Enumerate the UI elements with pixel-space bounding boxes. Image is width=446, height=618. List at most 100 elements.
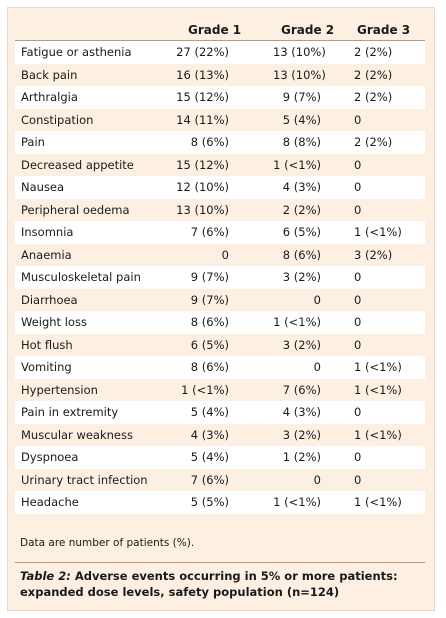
grade-3-cell: 2 (2%)	[354, 90, 393, 104]
table-row: Arthralgia 15 (12%) 9 (7%) 2 (2%)	[15, 86, 425, 109]
table-caption: Table 2: Adverse events occurring in 5% …	[20, 568, 420, 600]
grade-3-cell: 0	[354, 337, 362, 352]
grade-1-cell: 9 (7%)	[190, 292, 229, 307]
adverse-event-cell: Peripheral oedema	[21, 202, 130, 217]
grade-2-cell: 6 (5%)	[282, 225, 321, 239]
table-row: Constipation 14 (11%) 5 (4%) 0	[15, 109, 425, 132]
adverse-event-cell: Arthralgia	[21, 90, 78, 104]
caption-rule	[15, 562, 425, 563]
table-row: Insomnia 7 (6%) 6 (5%) 1 (<1%)	[15, 221, 425, 244]
table-row: Nausea 12 (10%) 4 (3%) 0	[15, 176, 425, 199]
column-header-grade-3: Grade 3	[357, 23, 411, 37]
grade-3-cell: 0	[354, 112, 362, 127]
grade-2-cell: 3 (2%)	[282, 337, 321, 352]
table-row: Muscular weakness 4 (3%) 3 (2%) 1 (<1%)	[15, 424, 425, 447]
grade-1-cell: 16 (13%)	[176, 67, 229, 82]
grade-2-cell: 1 (<1%)	[273, 315, 321, 329]
adverse-event-cell: Anaemia	[21, 247, 72, 262]
grade-1-cell: 5 (5%)	[190, 495, 229, 509]
table-row: Urinary tract infection 7 (6%) 0 0	[15, 469, 425, 492]
grade-3-cell: 0	[354, 450, 362, 464]
table-row: Back pain 16 (13%) 13 (10%) 2 (2%)	[15, 64, 425, 87]
table-row: Decreased appetite 15 (12%) 1 (<1%) 0	[15, 154, 425, 177]
grade-2-cell: 13 (10%)	[273, 45, 326, 59]
grade-3-cell: 3 (2%)	[354, 247, 393, 262]
grade-2-cell: 1 (<1%)	[273, 495, 321, 509]
grade-1-cell: 12 (10%)	[176, 180, 229, 194]
adverse-event-cell: Hypertension	[21, 382, 98, 397]
grade-1-cell: 14 (11%)	[176, 112, 229, 127]
column-header-grade-2: Grade 2	[281, 23, 335, 37]
grade-1-cell: 27 (22%)	[176, 45, 229, 59]
table-footnote: Data are number of patients (%).	[20, 537, 195, 549]
table-row: Vomiting 8 (6%) 0 1 (<1%)	[15, 356, 425, 379]
grade-3-cell: 0	[354, 202, 362, 217]
grade-1-cell: 7 (6%)	[190, 472, 229, 487]
grade-2-cell: 0	[313, 360, 321, 374]
grade-3-cell: 0	[354, 315, 362, 329]
grade-1-cell: 7 (6%)	[190, 225, 229, 239]
grade-1-cell: 5 (4%)	[190, 405, 229, 419]
grade-2-cell: 0	[313, 472, 321, 487]
adverse-event-cell: Fatigue or asthenia	[21, 45, 132, 59]
grade-2-cell: 1 (2%)	[282, 450, 321, 464]
grade-2-cell: 1 (<1%)	[273, 157, 321, 172]
adverse-event-cell: Nausea	[21, 180, 65, 194]
grade-2-cell: 8 (8%)	[282, 135, 321, 149]
grade-1-cell: 8 (6%)	[190, 135, 229, 149]
grade-1-cell: 15 (12%)	[176, 157, 229, 172]
caption-text: Adverse events occurring in 5% or more p…	[20, 569, 398, 599]
grade-3-cell: 0	[354, 157, 362, 172]
grade-2-cell: 2 (2%)	[282, 202, 321, 217]
table-row: Headache 5 (5%) 1 (<1%) 1 (<1%)	[15, 491, 425, 514]
table-row: Weight loss 8 (6%) 1 (<1%) 0	[15, 311, 425, 334]
adverse-event-cell: Weight loss	[21, 315, 87, 329]
table-row: Pain in extremity 5 (4%) 4 (3%) 0	[15, 401, 425, 424]
table-row: Fatigue or asthenia 27 (22%) 13 (10%) 2 (2%…	[15, 41, 425, 64]
grade-3-cell: 0	[354, 270, 362, 284]
grade-1-cell: 0	[221, 247, 229, 262]
grade-3-cell: 0	[354, 292, 362, 307]
adverse-event-cell: Hot flush	[21, 337, 73, 352]
table-row: Anaemia 0 8 (6%) 3 (2%)	[15, 244, 425, 267]
grade-3-cell: 0	[354, 405, 362, 419]
adverse-event-cell: Pain in extremity	[21, 405, 119, 419]
adverse-event-cell: Headache	[21, 495, 79, 509]
adverse-event-cell: Vomiting	[21, 360, 72, 374]
grade-2-cell: 5 (4%)	[282, 112, 321, 127]
grade-2-cell: 8 (6%)	[282, 247, 321, 262]
grade-1-cell: 5 (4%)	[190, 450, 229, 464]
grade-3-cell: 2 (2%)	[354, 45, 393, 59]
table-row: Hypertension 1 (<1%) 7 (6%) 1 (<1%)	[15, 379, 425, 402]
adverse-event-cell: Pain	[21, 135, 45, 149]
table-row: Dyspnoea 5 (4%) 1 (2%) 0	[15, 446, 425, 469]
grade-3-cell: 1 (<1%)	[354, 225, 402, 239]
adverse-event-cell: Diarrhoea	[21, 292, 78, 307]
grade-3-cell: 1 (<1%)	[354, 495, 402, 509]
adverse-event-cell: Musculoskeletal pain	[21, 270, 141, 284]
grade-3-cell: 2 (2%)	[354, 67, 393, 82]
grade-3-cell: 1 (<1%)	[354, 427, 402, 442]
adverse-event-cell: Decreased appetite	[21, 157, 134, 172]
grade-3-cell: 0	[354, 472, 362, 487]
adverse-event-cell: Dyspnoea	[21, 450, 79, 464]
grade-1-cell: 9 (7%)	[190, 270, 229, 284]
grade-1-cell: 1 (<1%)	[181, 382, 229, 397]
adverse-event-cell: Back pain	[21, 67, 78, 82]
grade-1-cell: 15 (12%)	[176, 90, 229, 104]
table-row: Musculoskeletal pain 9 (7%) 3 (2%) 0	[15, 266, 425, 289]
adverse-event-cell: Constipation	[21, 112, 94, 127]
grade-1-cell: 4 (3%)	[190, 427, 229, 442]
header-rule	[15, 40, 425, 41]
grade-2-cell: 7 (6%)	[282, 382, 321, 397]
grade-2-cell: 13 (10%)	[273, 67, 326, 82]
table-row: Hot flush 6 (5%) 3 (2%) 0	[15, 334, 425, 357]
grade-1-cell: 6 (5%)	[190, 337, 229, 352]
table-row: Diarrhoea 9 (7%) 0 0	[15, 289, 425, 312]
grade-3-cell: 2 (2%)	[354, 135, 393, 149]
adverse-event-cell: Muscular weakness	[21, 427, 133, 442]
table-row: Peripheral oedema 13 (10%) 2 (2%) 0	[15, 199, 425, 222]
table-row: Pain 8 (6%) 8 (8%) 2 (2%)	[15, 131, 425, 154]
adverse-event-cell: Urinary tract infection	[21, 472, 148, 487]
grade-2-cell: 3 (2%)	[282, 427, 321, 442]
